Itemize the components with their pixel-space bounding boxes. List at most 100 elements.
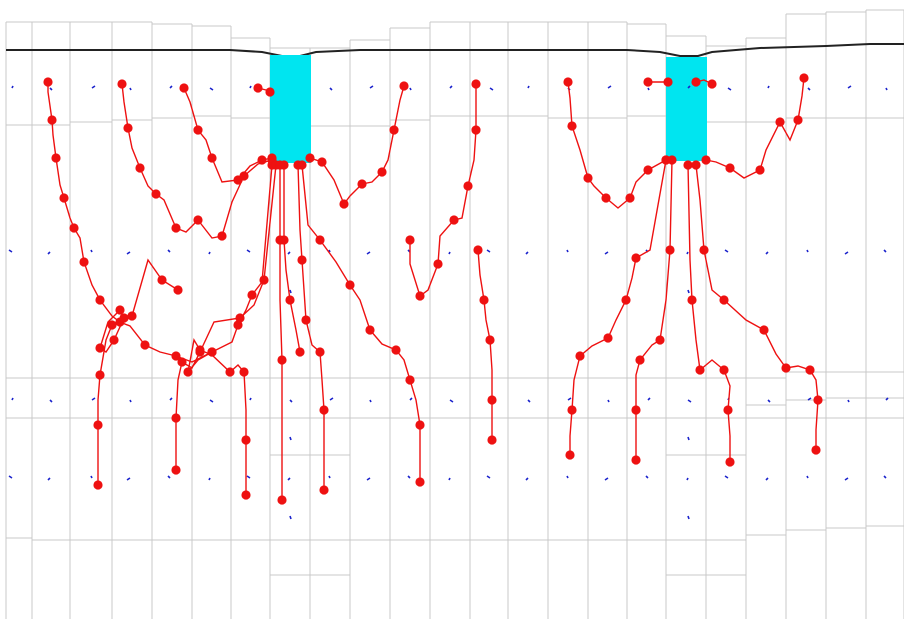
flow-vector-icon bbox=[8, 475, 13, 479]
particle-marker bbox=[171, 413, 181, 423]
flow-vector-icon bbox=[47, 251, 51, 255]
flow-vector-icon bbox=[289, 399, 293, 403]
particle-marker bbox=[295, 347, 305, 357]
particle-pathline bbox=[705, 77, 805, 179]
flow-vector-icon bbox=[49, 399, 53, 403]
particle-marker bbox=[135, 163, 145, 173]
flow-vector-icon bbox=[129, 87, 132, 91]
particle-marker bbox=[345, 280, 355, 290]
particle-marker bbox=[93, 420, 103, 430]
flow-vector-icon bbox=[329, 397, 334, 401]
particle-marker bbox=[415, 477, 425, 487]
flow-vector-icon bbox=[249, 85, 252, 89]
particle-marker bbox=[701, 155, 711, 165]
particle-marker bbox=[119, 313, 129, 323]
flow-vector-icon bbox=[169, 85, 173, 89]
particle-marker bbox=[601, 193, 611, 203]
particle-marker bbox=[449, 215, 459, 225]
particle-marker bbox=[193, 215, 203, 225]
flow-vector-icon bbox=[328, 249, 331, 253]
particle-marker bbox=[171, 223, 181, 233]
particle-marker bbox=[687, 295, 697, 305]
particle-marker bbox=[177, 357, 187, 367]
particle-marker bbox=[115, 305, 125, 315]
particle-marker bbox=[463, 181, 473, 191]
particle-marker bbox=[667, 155, 677, 165]
particle-marker bbox=[43, 77, 53, 87]
flow-vector-icon bbox=[126, 251, 131, 255]
particle-marker bbox=[415, 420, 425, 430]
particle-pathline bbox=[569, 159, 667, 455]
particle-marker bbox=[635, 355, 645, 365]
flow-vector-icon bbox=[11, 85, 14, 89]
particle-marker bbox=[707, 79, 717, 89]
flow-vector-icon bbox=[448, 251, 451, 255]
well-screen-left bbox=[270, 55, 311, 163]
flow-vector-icon bbox=[208, 477, 211, 481]
particle-marker bbox=[487, 435, 497, 445]
particle-marker bbox=[725, 163, 735, 173]
flow-vector-icon bbox=[289, 515, 292, 520]
particle-marker bbox=[277, 355, 287, 365]
particle-marker bbox=[699, 245, 709, 255]
flow-vector-icon bbox=[287, 251, 291, 255]
particle-marker bbox=[415, 291, 425, 301]
particle-marker bbox=[399, 81, 409, 91]
flow-vector-icon bbox=[369, 85, 374, 89]
particle-marker bbox=[265, 87, 275, 97]
particle-marker bbox=[793, 115, 803, 125]
particle-marker bbox=[563, 77, 573, 87]
flow-vector-icon bbox=[527, 85, 530, 89]
particle-pathline bbox=[301, 164, 421, 482]
flow-vector-icon bbox=[246, 475, 251, 479]
particle-marker bbox=[253, 83, 263, 93]
particle-marker bbox=[123, 123, 133, 133]
flow-vector-icon bbox=[883, 249, 887, 253]
particle-marker bbox=[257, 155, 267, 165]
particle-marker bbox=[225, 367, 235, 377]
flow-vector-icon bbox=[885, 397, 889, 401]
flow-vector-icon bbox=[448, 477, 451, 481]
particle-marker bbox=[479, 295, 489, 305]
flow-vector-icon bbox=[486, 475, 491, 479]
ground-surface bbox=[6, 43, 904, 57]
particle-marker bbox=[317, 157, 327, 167]
particle-marker bbox=[357, 179, 367, 189]
flow-vector-icon bbox=[366, 477, 371, 481]
particle-marker bbox=[51, 153, 61, 163]
flow-vector-icon bbox=[208, 251, 211, 255]
particle-pathline bbox=[297, 164, 325, 490]
particle-marker bbox=[235, 313, 245, 323]
flow-vector-icon bbox=[91, 397, 96, 401]
particle-marker bbox=[127, 311, 137, 321]
particle-pathline bbox=[687, 164, 731, 462]
particle-pathline bbox=[47, 82, 273, 363]
particle-marker bbox=[171, 465, 181, 475]
flow-vector-icon bbox=[167, 249, 171, 253]
particle-marker bbox=[565, 450, 575, 460]
particle-marker bbox=[575, 351, 585, 361]
flow-vector-icon bbox=[727, 87, 732, 91]
flow-vector-icon bbox=[687, 515, 690, 520]
flow-vector-icon bbox=[90, 249, 93, 253]
particle-marker bbox=[315, 347, 325, 357]
flow-vector-icon bbox=[407, 475, 411, 479]
well-screen-right bbox=[666, 57, 707, 161]
particle-marker bbox=[305, 153, 315, 163]
particle-pathline bbox=[97, 258, 179, 485]
flow-vector-icon bbox=[449, 85, 453, 89]
particle-marker bbox=[117, 79, 127, 89]
particle-marker bbox=[391, 345, 401, 355]
particle-marker bbox=[319, 485, 329, 495]
particle-marker bbox=[471, 79, 481, 89]
flow-vector-icon bbox=[767, 399, 771, 403]
particle-marker bbox=[297, 255, 307, 265]
well-screens bbox=[270, 55, 707, 163]
flow-vector-icon bbox=[647, 87, 650, 91]
ground-surface-line bbox=[6, 43, 904, 57]
particle-marker bbox=[107, 320, 117, 330]
particle-marker bbox=[339, 199, 349, 209]
particle-marker bbox=[173, 285, 183, 295]
flow-vector-icon bbox=[687, 436, 690, 441]
